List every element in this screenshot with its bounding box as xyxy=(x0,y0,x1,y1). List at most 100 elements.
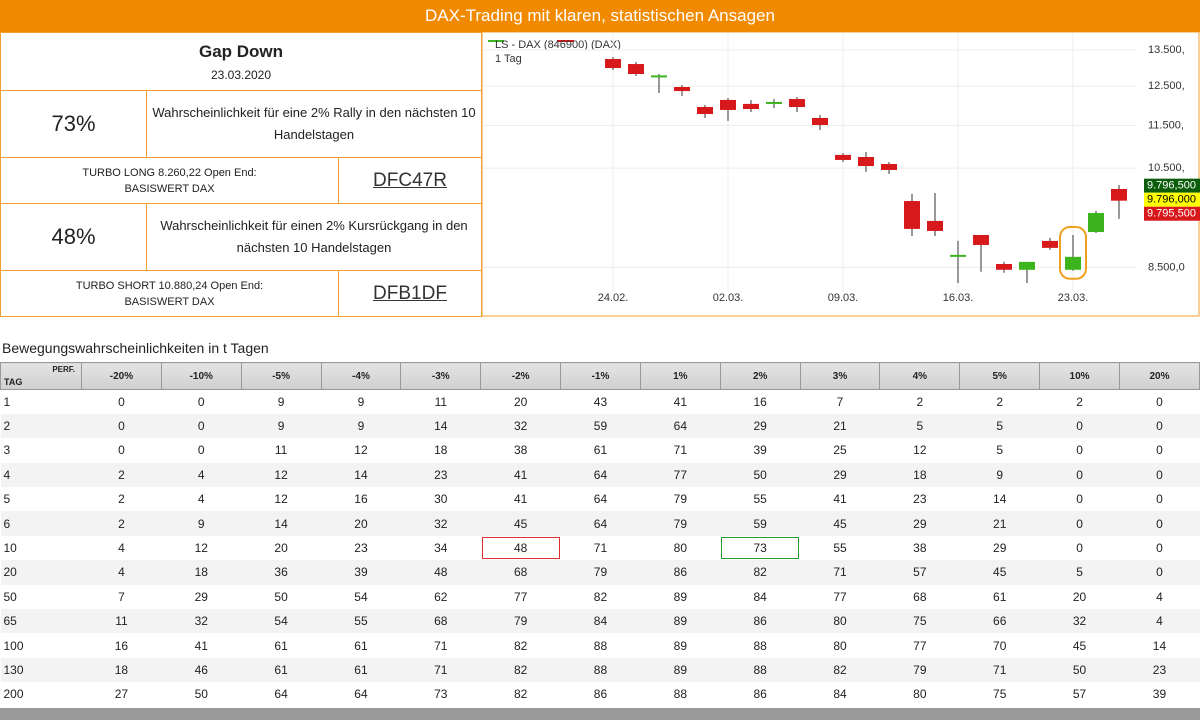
table-cell: 16 xyxy=(114,638,129,653)
table-cell: 59 xyxy=(560,413,641,439)
table-cell: 55 xyxy=(753,492,767,507)
table-cell: 0 xyxy=(1156,492,1163,507)
table-cell: 57 xyxy=(879,560,960,585)
table-cell: 4 xyxy=(161,462,242,488)
product: TURBO SHORT 10.880,24 Open End: BASISWER… xyxy=(0,270,339,317)
table-cell: 43 xyxy=(593,394,608,409)
table-cell: 71 xyxy=(800,560,880,585)
candle-body xyxy=(1065,256,1081,270)
table-cell: 4 xyxy=(1156,589,1163,604)
product-link[interactable]: DFB1DF xyxy=(373,282,447,304)
table-cell: 88 xyxy=(673,687,687,702)
probability: 48% xyxy=(0,203,147,271)
table-cell: 14 xyxy=(321,462,401,488)
summary-title: Gap Down xyxy=(198,41,284,61)
table-cell: 32 xyxy=(161,609,242,634)
table-cell: 32 xyxy=(480,413,561,439)
table-cell: 64 xyxy=(274,687,288,702)
table-cell: 9 xyxy=(241,413,322,439)
column-header: 20% xyxy=(1118,362,1200,390)
table-cell: 41 xyxy=(833,492,847,507)
table-cell: 14 xyxy=(241,511,322,536)
column-header: -5% xyxy=(240,362,322,390)
table-cell: 32 xyxy=(1039,609,1120,634)
chart-subtitle: 1 Tag xyxy=(495,53,522,65)
table-cell: 0 xyxy=(1039,511,1120,536)
price-tag-label: 9.796,000 xyxy=(1147,194,1196,206)
table-cell: 29 xyxy=(720,413,801,439)
table-cell: 41 xyxy=(673,394,687,409)
table-cell: 38 xyxy=(913,541,927,556)
table-cell: 0 xyxy=(1119,462,1200,488)
table-cell: 4 xyxy=(197,492,205,507)
table-cell: 9 xyxy=(321,413,401,439)
row-label: 1 xyxy=(3,394,11,409)
table-cell: 38 xyxy=(513,443,528,458)
table-cell: 77 xyxy=(640,462,721,488)
candle-body xyxy=(697,107,713,115)
table-cell: 80 xyxy=(833,638,847,653)
table-cell: 18 xyxy=(879,462,960,488)
table-cell: 50 xyxy=(720,462,801,488)
table-cell: 75 xyxy=(993,687,1007,702)
table-cell: 84 xyxy=(753,589,767,604)
table-cell: 80 xyxy=(800,609,880,634)
candle-body xyxy=(835,154,851,160)
product-name: TURBO LONG 8.260,22 Open End: xyxy=(82,166,257,179)
column-header: 10% xyxy=(1039,362,1120,390)
table-cell: 20 xyxy=(1072,589,1087,604)
y-tick-label: 12.500, xyxy=(1148,80,1185,92)
table-cell: 88 xyxy=(720,657,801,683)
chart: LS - DAX (846900) (DAX) 1 Tag 8.500,0 10.… xyxy=(482,32,1200,317)
candle-body xyxy=(1019,261,1035,270)
table-cell: 82 xyxy=(513,687,528,702)
table-cell: 48 xyxy=(400,560,481,585)
table-cell: 82 xyxy=(513,638,528,653)
table-cell: 45 xyxy=(1072,638,1087,653)
candle-body xyxy=(674,87,690,92)
table-cell: 0 xyxy=(161,413,242,439)
table-cell: 4 xyxy=(81,560,162,585)
table-cell: 0 xyxy=(1076,443,1083,458)
corner-top: PERF. xyxy=(52,365,75,374)
x-tick-label: 16.03. xyxy=(943,292,974,304)
table-cell: 21 xyxy=(800,413,880,439)
table-cell: 2 xyxy=(916,394,924,409)
table-cell: 9 xyxy=(959,462,1040,488)
table-cell: 75 xyxy=(879,609,960,634)
table-cell: 7 xyxy=(118,589,125,604)
highlight xyxy=(1059,226,1087,280)
table-cell: 34 xyxy=(434,541,448,556)
table-cell: 18 xyxy=(434,443,448,458)
table-cell: 5 xyxy=(996,443,1004,458)
table-cell: 62 xyxy=(434,589,448,604)
table-cell: 0 xyxy=(118,443,125,458)
candle-body xyxy=(1088,213,1104,233)
table-cell: 18 xyxy=(81,657,162,683)
table-cell: 80 xyxy=(913,687,927,702)
column-header: -3% xyxy=(400,362,482,390)
price-tag-label: 9.796,500 xyxy=(1147,180,1196,192)
table-cell: 68 xyxy=(400,609,481,634)
table-cell: 39 xyxy=(753,443,767,458)
row-label: 50 xyxy=(3,589,17,604)
y-tick-label: 10.500, xyxy=(1148,162,1185,174)
column-header: 3% xyxy=(799,362,881,390)
table-cell: 29 xyxy=(194,589,208,604)
candle-body xyxy=(789,99,805,108)
row-label: 5 xyxy=(3,492,11,507)
table-cell: 61 xyxy=(241,657,322,683)
table-cell: 88 xyxy=(593,638,608,653)
table-cell: 12 xyxy=(274,492,288,507)
table-cell: 0 xyxy=(1119,511,1200,536)
product-link[interactable]: DFC47R xyxy=(373,169,447,191)
table-cell: 80 xyxy=(673,541,687,556)
table-cell: 45 xyxy=(480,511,561,536)
table-cell: 61 xyxy=(274,638,288,653)
candle-body xyxy=(973,235,989,245)
table-cell: 16 xyxy=(354,492,368,507)
table-cell: 88 xyxy=(560,657,641,683)
candle-body xyxy=(950,254,966,257)
corner-bottom: TAG xyxy=(4,377,23,387)
table-cell: 23 xyxy=(400,462,481,488)
